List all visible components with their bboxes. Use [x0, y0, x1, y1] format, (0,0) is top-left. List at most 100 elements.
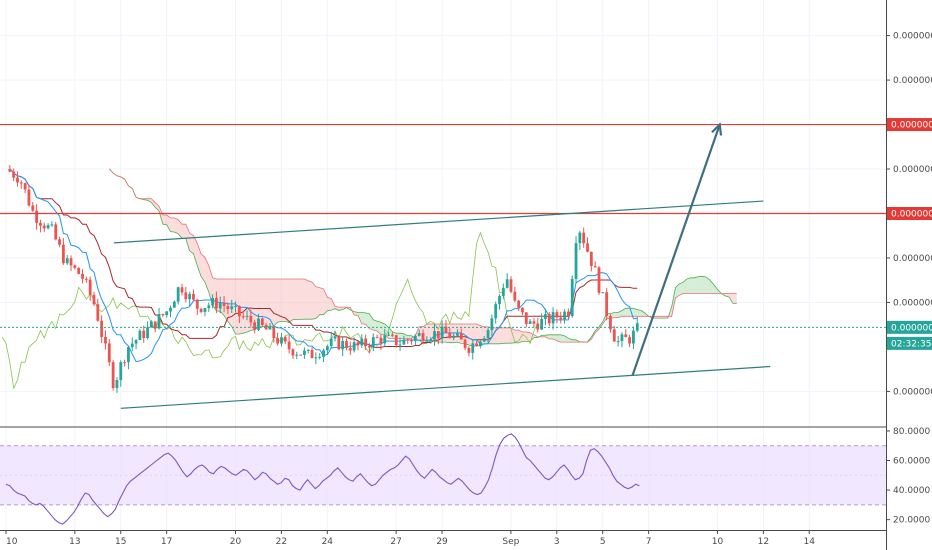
- candle-down[interactable]: [100, 320, 104, 337]
- candle-down[interactable]: [547, 314, 551, 324]
- candle-down[interactable]: [310, 349, 314, 359]
- candle-up[interactable]: [371, 337, 375, 348]
- candle-up[interactable]: [314, 357, 318, 359]
- candle-up[interactable]: [295, 354, 299, 356]
- candle-down[interactable]: [612, 329, 616, 342]
- candle-up[interactable]: [528, 321, 532, 324]
- candle-down[interactable]: [42, 225, 46, 229]
- candle-down[interactable]: [215, 298, 218, 309]
- candle-down[interactable]: [593, 266, 597, 268]
- candle-down[interactable]: [161, 314, 165, 316]
- candle-down[interactable]: [260, 318, 264, 326]
- candle-down[interactable]: [597, 267, 601, 293]
- candle-up[interactable]: [50, 224, 54, 226]
- candle-down[interactable]: [96, 304, 100, 321]
- candle-up[interactable]: [303, 350, 306, 356]
- candle-up[interactable]: [119, 362, 123, 380]
- candle-up[interactable]: [176, 287, 180, 302]
- candle-up[interactable]: [333, 336, 337, 339]
- candle-down[interactable]: [31, 205, 35, 211]
- candle-up[interactable]: [387, 334, 390, 336]
- candle-up[interactable]: [544, 314, 547, 319]
- candle-up[interactable]: [325, 346, 329, 351]
- candle-down[interactable]: [16, 177, 19, 183]
- candle-up[interactable]: [115, 379, 119, 389]
- candle-down[interactable]: [345, 340, 348, 349]
- candle-up[interactable]: [402, 339, 406, 345]
- candle-up[interactable]: [245, 315, 249, 317]
- candle-up[interactable]: [578, 232, 582, 244]
- candle-down[interactable]: [283, 337, 287, 342]
- candle-up[interactable]: [616, 341, 620, 343]
- candle-up[interactable]: [172, 301, 176, 308]
- candle-down[interactable]: [436, 331, 440, 339]
- candle-down[interactable]: [58, 239, 61, 245]
- candle-down[interactable]: [532, 321, 536, 324]
- candle-up[interactable]: [146, 327, 149, 338]
- candle-down[interactable]: [81, 273, 84, 279]
- candle-down[interactable]: [589, 251, 593, 267]
- candle-down[interactable]: [92, 294, 96, 305]
- candle-up[interactable]: [360, 338, 364, 346]
- candle-down[interactable]: [406, 339, 410, 341]
- candle-down[interactable]: [153, 321, 157, 329]
- candle-up[interactable]: [425, 340, 429, 342]
- candle-down[interactable]: [624, 334, 628, 338]
- candle-down[interactable]: [226, 306, 230, 310]
- candle-down[interactable]: [375, 337, 379, 339]
- candle-down[interactable]: [192, 294, 195, 300]
- candle-up[interactable]: [383, 335, 387, 344]
- candle-down[interactable]: [107, 343, 111, 363]
- rsi-pane[interactable]: [0, 426, 886, 525]
- candle-up[interactable]: [570, 279, 574, 317]
- candle-down[interactable]: [379, 337, 383, 344]
- candle-up[interactable]: [433, 331, 436, 340]
- candle-up[interactable]: [65, 258, 69, 264]
- candle-down[interactable]: [12, 171, 16, 178]
- candle-up[interactable]: [257, 318, 260, 330]
- rsi-line[interactable]: [5, 433, 640, 525]
- candle-down[interactable]: [111, 362, 115, 389]
- candle-down[interactable]: [199, 308, 203, 312]
- candle-up[interactable]: [478, 341, 482, 347]
- candle-down[interactable]: [123, 362, 126, 364]
- candle-up[interactable]: [574, 243, 578, 280]
- candle-up[interactable]: [352, 342, 356, 351]
- candle-down[interactable]: [467, 347, 471, 353]
- candle-down[interactable]: [364, 338, 368, 346]
- candle-up[interactable]: [218, 302, 222, 309]
- candle-down[interactable]: [184, 292, 188, 300]
- candle-up[interactable]: [456, 333, 459, 336]
- candle-up[interactable]: [127, 347, 130, 363]
- candle-down[interactable]: [513, 291, 517, 301]
- candle-down[interactable]: [475, 343, 478, 347]
- candle-up[interactable]: [234, 305, 237, 307]
- candle-down[interactable]: [421, 333, 425, 341]
- candle-down[interactable]: [463, 339, 467, 348]
- candle-down[interactable]: [104, 336, 107, 344]
- price-axis[interactable]: 0.00000085 0.00000080 0.00000070 0.00000060…: [886, 0, 932, 550]
- candle-up[interactable]: [329, 338, 333, 347]
- price-tag[interactable]: [887, 118, 932, 132]
- candle-down[interactable]: [84, 278, 88, 280]
- candle-down[interactable]: [566, 311, 570, 317]
- candle-up[interactable]: [398, 344, 402, 346]
- candle-up[interactable]: [169, 307, 172, 312]
- candle-up[interactable]: [157, 314, 161, 329]
- price-tag[interactable]: [887, 207, 932, 220]
- candle-down[interactable]: [337, 336, 341, 350]
- candle-down[interactable]: [54, 224, 58, 240]
- candle-up[interactable]: [620, 334, 624, 342]
- candle-up[interactable]: [540, 318, 544, 330]
- candle-down[interactable]: [524, 312, 528, 324]
- candle-down[interactable]: [8, 169, 12, 172]
- candle-up[interactable]: [46, 225, 50, 229]
- candle-down[interactable]: [459, 333, 463, 340]
- candle-down[interactable]: [299, 354, 302, 356]
- candle-up[interactable]: [413, 335, 417, 342]
- candle-up[interactable]: [494, 304, 498, 319]
- candle-down[interactable]: [586, 243, 589, 252]
- candle-down[interactable]: [19, 182, 23, 184]
- candle-down[interactable]: [536, 323, 540, 330]
- candle-up[interactable]: [563, 311, 566, 320]
